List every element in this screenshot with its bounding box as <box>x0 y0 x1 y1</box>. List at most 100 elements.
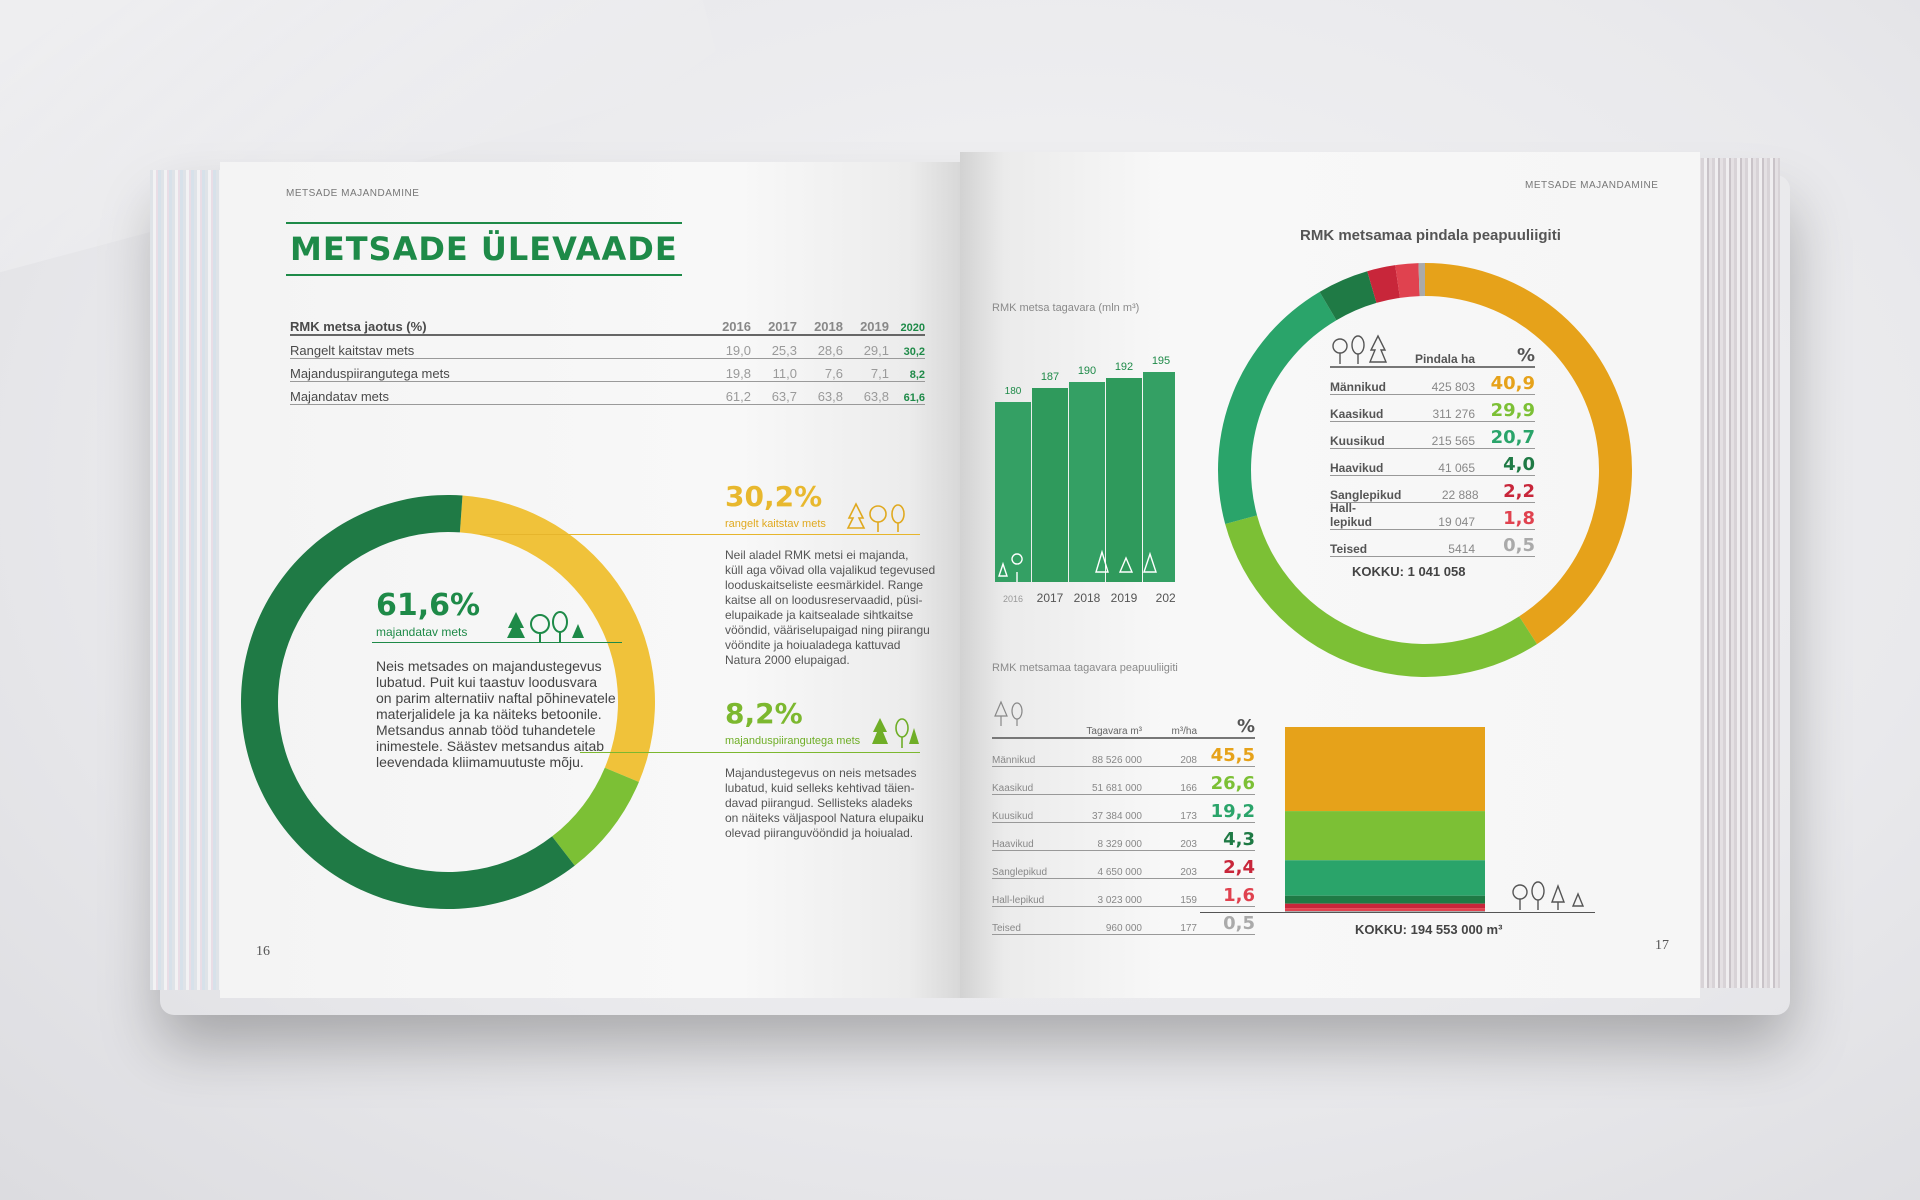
table-row: Männikud 88 526 000 208 45,5 <box>992 739 1255 767</box>
species-area: 425 803 <box>1431 380 1475 394</box>
stack-segment-6 <box>1285 911 1485 912</box>
species-stock: 960 000 <box>1105 923 1142 934</box>
table-row: Majandatav mets 61,2 63,7 63,8 63,8 61,6 <box>290 382 925 405</box>
table-row: Kaasikud 311 276 29,9 <box>1330 395 1535 422</box>
stock-year-label: 2017 <box>1037 591 1064 605</box>
species-stock: 4 650 000 <box>1097 867 1143 878</box>
text-line: olevad piiranguvööndid ja hoiualad. <box>725 826 914 840</box>
cell: 7,1 <box>870 366 889 381</box>
stock-table: Tagavara m³ m³/ha % Männikud 88 526 000 20… <box>992 707 1255 935</box>
page-edges-right <box>1690 158 1780 988</box>
species-stock: 8 329 000 <box>1097 839 1143 850</box>
table-row: Teised 5414 0,5 <box>1330 530 1535 557</box>
table-row: Kaasikud 51 681 000 166 26,6 <box>992 767 1255 795</box>
trees-icon-restricted <box>872 718 919 748</box>
cell: 63,8 <box>817 389 843 404</box>
protected-label: rangelt kaitstav mets <box>725 518 826 530</box>
stock-bar-2019 <box>1106 378 1142 582</box>
stock-bar-2017 <box>1032 388 1068 582</box>
distribution-table: RMK metsa jaotus (%) 2016 2017 2018 2019… <box>290 312 925 405</box>
species-name: Männikud <box>992 755 1036 766</box>
page-number-left: 16 <box>256 944 270 959</box>
cell: 63,7 <box>771 389 797 404</box>
species-name: Sanglepikud <box>1330 488 1402 502</box>
trees-icon-area <box>1332 334 1388 364</box>
species-area: 19 047 <box>1438 515 1475 529</box>
area-total: KOKKU: 1 041 058 <box>1352 564 1466 579</box>
text-line: küll aga võivad olla vajalikud tegevused <box>725 563 936 577</box>
species-per-ha: 159 <box>1180 895 1197 906</box>
stack-segment-4 <box>1285 903 1485 909</box>
species-pct: 4,0 <box>1503 454 1535 475</box>
managed-percent: 61,6% <box>376 588 481 623</box>
table-row: Teised 960 000 177 0,5 <box>992 907 1255 935</box>
col-per-ha: m³/ha <box>1171 726 1197 737</box>
species-name: Hall-lepikud <box>1330 501 1373 529</box>
stack-baseline <box>1200 912 1595 913</box>
text-line: vööndite ja hoiualadega kattuvad <box>725 638 901 652</box>
stock-year-label: 2019 <box>1111 591 1138 605</box>
stock-chart: 180 2016 187 2017 190 2018 192 2019 195 2020 <box>995 355 1175 605</box>
donut-segment-managed <box>240 494 575 909</box>
species-stock: 88 526 000 <box>1091 755 1142 766</box>
stock-value-label: 192 <box>1115 361 1133 373</box>
species-pct: 45,5 <box>1210 745 1255 766</box>
species-pct: 0,5 <box>1503 535 1535 556</box>
cell: 28,6 <box>817 343 843 358</box>
cell: 19,8 <box>725 366 751 381</box>
stock-bar-2016 <box>995 402 1031 582</box>
text-line: Neil aladel RMK metsi ei majanda, <box>725 548 909 562</box>
area-by-species-donut <box>1218 263 1632 677</box>
stock-stacked-bar <box>1285 727 1485 912</box>
stock-year-label: 2018 <box>1074 591 1101 605</box>
species-pct: 20,7 <box>1490 427 1535 448</box>
protected-percent: 30,2% <box>725 480 823 513</box>
donut-segment-0 <box>1425 263 1632 645</box>
col-pct: % <box>1516 345 1535 366</box>
species-name: Kuusikud <box>1330 434 1385 448</box>
species-name: Teised <box>992 923 1021 934</box>
managed-underline <box>372 642 622 643</box>
species-pct: 29,9 <box>1490 400 1535 421</box>
stack-segment-1 <box>1285 811 1485 861</box>
managed-description: Neis metsades on majandustegevus lubatud… <box>376 658 636 770</box>
forest-distribution-donut <box>240 494 655 909</box>
cell: 7,6 <box>824 366 843 381</box>
protected-description: Neil aladel RMK metsi ei majanda, küll a… <box>725 548 945 668</box>
table-header-row: Pindala ha % <box>1330 334 1535 368</box>
cell: 63,8 <box>863 389 889 404</box>
text-line: leevendada kliimamuutuste mõju. <box>376 754 584 770</box>
table-header-row: RMK metsa jaotus (%) 2016 2017 2018 2019… <box>290 312 925 336</box>
species-area: 215 565 <box>1431 434 1475 448</box>
species-per-ha: 203 <box>1180 839 1197 850</box>
species-name: Haavikud <box>992 839 1034 850</box>
species-area: 311 276 <box>1432 407 1476 421</box>
table-row: Haavikud 41 065 4,0 <box>1330 449 1535 476</box>
row-label: Rangelt kaitstav mets <box>290 343 415 358</box>
donut-segment-6 <box>1418 263 1425 297</box>
text-line: inimestele. Säästev metsandus aitab <box>376 738 605 754</box>
table-row: Rangelt kaitstav mets 19,0 25,3 28,6 29,… <box>290 336 925 359</box>
stock-value-label: 195 <box>1152 355 1170 367</box>
species-name: Kaasikud <box>1330 407 1384 421</box>
cell: 61,2 <box>725 389 751 404</box>
trees-icon-protected <box>846 502 905 532</box>
year-2016: 2016 <box>722 319 751 334</box>
protected-leader-line <box>480 534 920 535</box>
year-2017: 2017 <box>768 319 797 334</box>
stock-total: KOKKU: 194 553 000 m³ <box>1355 922 1503 937</box>
species-pct: 4,3 <box>1223 829 1255 850</box>
restricted-description: Majandustegevus on neis metsades lubatud… <box>725 766 945 841</box>
text-line: Natura 2000 elupaigad. <box>725 653 850 667</box>
stack-segment-3 <box>1285 895 1485 904</box>
donut-segment-1 <box>1225 515 1538 677</box>
species-pct: 19,2 <box>1210 801 1255 822</box>
page-title: METSADE ÜLEVAADE <box>286 222 682 276</box>
area-pie-title: RMK metsamaa pindala peapuuliigiti <box>1300 227 1561 244</box>
species-pct: 26,6 <box>1210 773 1255 794</box>
text-line: looduskaitseliste eesmärkidel. Range <box>725 578 924 592</box>
species-area: 22 888 <box>1441 488 1479 502</box>
species-pct: 1,6 <box>1223 885 1255 906</box>
species-per-ha: 166 <box>1180 783 1197 794</box>
species-pct: 40,9 <box>1490 373 1535 394</box>
